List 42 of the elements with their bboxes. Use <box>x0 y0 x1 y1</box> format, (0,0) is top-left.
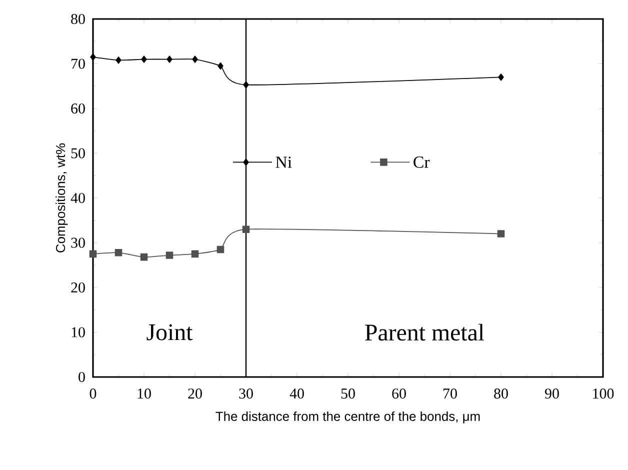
point <box>89 250 97 258</box>
point <box>114 248 122 256</box>
x-tick-label: 90 <box>545 388 559 399</box>
x-tick-label: 50 <box>341 388 355 399</box>
x-tick-label: 10 <box>138 388 151 399</box>
x-tick-label: 60 <box>392 388 406 399</box>
x-axis-title: The distance from the centre of the bonds, μm <box>216 411 480 424</box>
y-tick-label: 80 <box>71 14 85 24</box>
x-tick-label: 40 <box>290 388 304 399</box>
x-tick-label: 80 <box>494 388 508 399</box>
x-tick-label: 70 <box>444 388 457 399</box>
point <box>192 56 198 63</box>
y-tick-label: 10 <box>72 327 85 338</box>
y-tick-label: 50 <box>71 148 85 158</box>
y-tick-label: 20 <box>71 282 85 293</box>
y-tick-label: 70 <box>72 58 85 69</box>
x-tick-label: 20 <box>188 388 202 399</box>
x-tick-label: 30 <box>239 388 253 399</box>
point <box>216 246 224 254</box>
point <box>140 253 148 261</box>
point <box>218 62 224 70</box>
x-tick-label: 0 <box>90 388 96 399</box>
point <box>191 250 199 258</box>
legend-label: Cr <box>414 156 430 168</box>
point <box>242 226 250 233</box>
point <box>166 252 174 259</box>
point <box>90 53 96 61</box>
point <box>166 56 172 63</box>
y-tick-label: 60 <box>71 103 85 114</box>
annotation: Joint <box>146 324 193 340</box>
y-tick-label: 40 <box>70 192 85 204</box>
y-tick-label: 0 <box>78 372 85 382</box>
x-tick-label: 100 <box>593 388 614 399</box>
annotation: Parent metal <box>365 324 484 341</box>
point <box>141 56 147 63</box>
point <box>243 81 249 88</box>
point <box>116 56 122 64</box>
point <box>498 74 504 81</box>
point <box>497 230 505 238</box>
y-axis-title: Compositions, wt% <box>56 143 68 252</box>
y-tick-label: 30 <box>71 238 85 248</box>
legend-label: Ni <box>276 156 292 168</box>
